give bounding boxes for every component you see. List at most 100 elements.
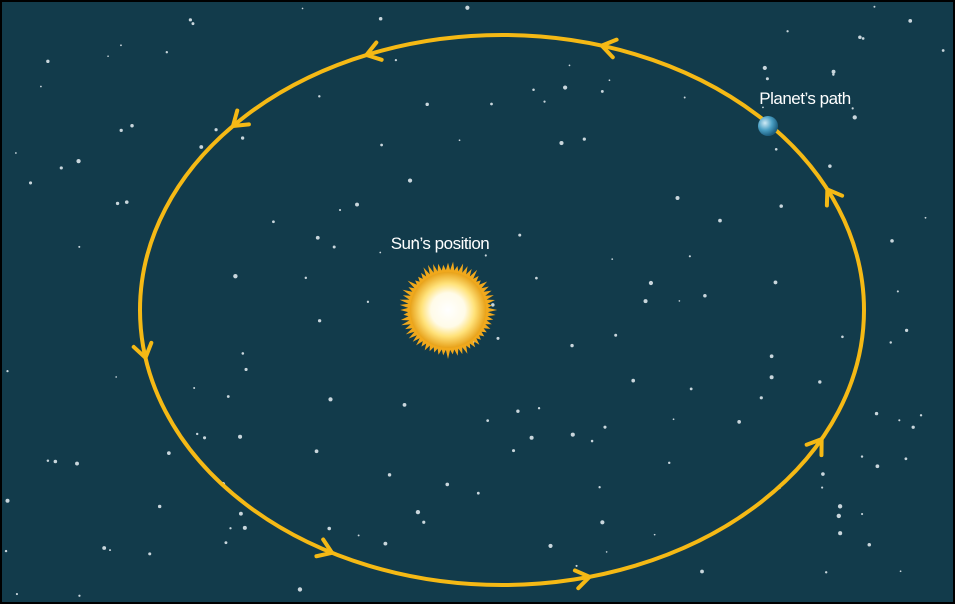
star	[315, 235, 320, 240]
star	[535, 276, 538, 280]
star	[818, 380, 822, 384]
star	[238, 434, 243, 439]
star	[240, 136, 245, 140]
star	[199, 145, 204, 149]
star	[165, 51, 168, 54]
star	[244, 367, 248, 372]
star	[836, 513, 841, 519]
orbit	[138, 33, 866, 587]
star	[115, 376, 117, 378]
star	[229, 527, 232, 530]
star	[476, 491, 480, 495]
star	[769, 375, 774, 380]
star	[304, 276, 308, 280]
star	[568, 64, 571, 67]
star	[518, 233, 522, 237]
star	[46, 459, 50, 462]
star	[837, 504, 843, 509]
orbit-arrow	[599, 37, 619, 60]
star	[109, 549, 112, 552]
star	[765, 77, 769, 81]
star	[15, 592, 19, 596]
star	[851, 107, 854, 110]
star	[611, 258, 614, 260]
star	[821, 472, 825, 476]
star	[786, 30, 789, 33]
star	[380, 143, 383, 147]
star	[898, 419, 901, 422]
star	[896, 290, 899, 293]
star	[415, 509, 421, 515]
star	[919, 414, 923, 417]
star	[904, 328, 909, 332]
star	[614, 333, 618, 337]
star	[490, 102, 493, 106]
star	[76, 158, 81, 164]
star	[297, 587, 303, 592]
star	[860, 455, 864, 458]
star	[203, 436, 207, 440]
star	[195, 432, 199, 436]
orbit-arrow	[230, 108, 251, 128]
star	[484, 254, 487, 257]
star	[598, 486, 601, 489]
star	[688, 255, 691, 258]
star	[394, 58, 398, 62]
star	[193, 386, 196, 389]
star	[672, 418, 675, 421]
star	[890, 239, 894, 243]
star	[941, 49, 945, 52]
star	[119, 128, 123, 133]
star	[852, 115, 857, 120]
star	[773, 280, 778, 285]
star	[5, 498, 10, 503]
orbit-arrow	[824, 187, 845, 208]
planet	[758, 116, 778, 136]
star	[873, 5, 876, 8]
star	[718, 218, 722, 223]
star	[875, 464, 880, 469]
star	[458, 139, 461, 142]
star	[46, 59, 50, 64]
star	[238, 511, 243, 516]
star	[224, 541, 228, 545]
star	[512, 449, 516, 453]
star	[214, 128, 218, 132]
star	[233, 273, 238, 279]
star	[858, 35, 862, 39]
star	[387, 473, 392, 477]
star	[828, 164, 832, 168]
star	[317, 319, 322, 323]
star	[874, 411, 879, 416]
star	[689, 387, 693, 391]
star	[120, 44, 122, 47]
star	[496, 336, 500, 340]
star	[832, 73, 835, 76]
star	[314, 449, 319, 454]
star	[563, 85, 568, 90]
star	[491, 303, 495, 307]
star	[78, 245, 81, 248]
star	[653, 533, 656, 536]
star	[675, 195, 680, 201]
star	[414, 238, 417, 241]
star	[762, 65, 767, 71]
star	[115, 201, 120, 206]
star	[241, 352, 245, 355]
star	[78, 594, 81, 597]
stars	[4, 5, 945, 597]
star	[605, 551, 608, 553]
star	[570, 432, 575, 437]
star	[759, 396, 763, 400]
star	[590, 439, 594, 443]
star	[532, 88, 535, 92]
star	[102, 546, 107, 550]
star	[355, 202, 359, 207]
star	[6, 370, 9, 373]
star	[188, 18, 192, 22]
star	[242, 525, 247, 530]
star	[703, 293, 707, 298]
star	[608, 79, 611, 82]
star	[53, 459, 58, 464]
star	[191, 22, 195, 26]
